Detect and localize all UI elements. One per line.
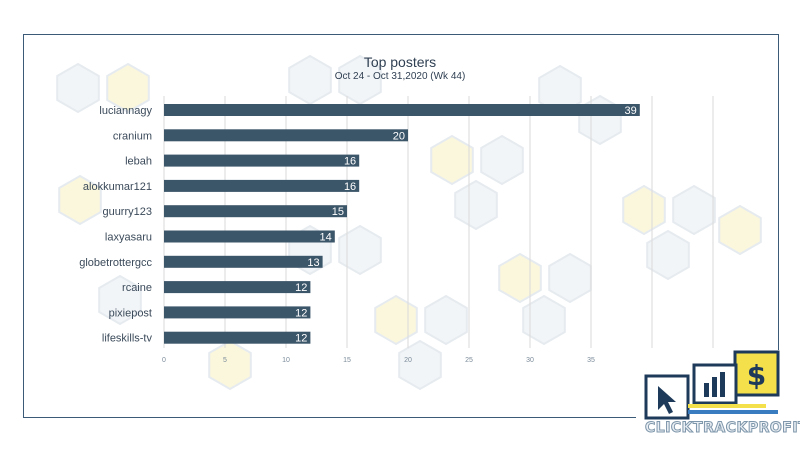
bars-layer: 39 20 16 16 15 14 13 12 12 12 [164,104,640,345]
x-tick-label: 15 [343,357,351,364]
category-label: guurry123 [102,206,152,218]
category-label: lifeskills-tv [102,333,153,345]
bar [164,205,347,218]
watermark-hexagon [98,274,142,326]
dollar-icon [733,350,780,397]
bar [164,331,311,344]
watermark-hexagon [58,174,102,226]
bar-value-label: 12 [295,282,307,294]
watermark-hexagon [374,294,418,346]
watermark-hexagon [454,179,498,231]
bar-value-label: 39 [625,105,637,117]
chart-title: Top posters [363,54,437,70]
x-tick-label: 35 [587,357,595,364]
watermark-hexagon [106,62,150,114]
bar-value-label: 12 [295,307,307,319]
watermark-hexagon [622,184,666,236]
watermark-hexagon [672,184,716,236]
x-tick-label: 20 [404,357,412,364]
watermark-hexagon [498,252,542,304]
chart-subtitle: Oct 24 - Oct 31,2020 (Wk 44) [334,71,466,82]
x-tick-label: 10 [282,357,290,364]
category-label: luciannagy [99,105,152,117]
bar-value-label: 16 [344,156,356,168]
bar-value-label: 20 [393,130,405,142]
category-label: laxyasaru [105,232,152,244]
logo: $ [636,350,796,445]
watermark-hexagon [718,204,762,256]
watermark-hexagon [208,339,252,391]
logo-text: CLICKTRACKPROFIT [644,420,800,437]
category-label: cranium [113,130,152,142]
watermark-hexagon [338,224,382,276]
svg-text:$: $ [747,359,766,392]
bar-value-label: 15 [332,206,344,218]
bar-value-label: 14 [320,232,332,244]
x-tick-label: 25 [465,357,473,364]
watermark-hexagon [430,134,474,186]
bar [164,230,335,243]
watermark-hexagon [646,229,690,281]
bar-value-label: 13 [307,257,319,269]
bar [164,104,640,116]
watermark-hexagon [480,134,524,186]
watermark-hexagon [548,252,592,304]
x-tick-label: 5 [223,357,227,364]
category-label: pixiepost [109,307,152,319]
bar [164,255,323,268]
bar [164,306,311,319]
watermark-hexagon [424,294,468,346]
category-labels: luciannagy cranium lebah alokkumar121 guurry… [79,105,152,345]
watermark-hexagon [578,94,622,146]
category-label: lebah [125,156,152,168]
x-tick-label: 30 [526,357,534,364]
category-label: alokkumar121 [83,181,152,193]
bar [164,129,408,142]
watermark-hexagon [398,339,442,391]
bar [164,281,311,294]
bar-value-label: 16 [344,181,356,193]
watermark-hexagon [56,62,100,114]
bar [164,154,360,167]
bar-value-label: 12 [295,333,307,345]
category-label: rcaine [122,282,152,294]
watermark-hexagon [522,294,566,346]
bar [164,179,360,192]
category-label: globetrottergcc [79,257,152,269]
x-tick-label: 0 [162,357,166,364]
